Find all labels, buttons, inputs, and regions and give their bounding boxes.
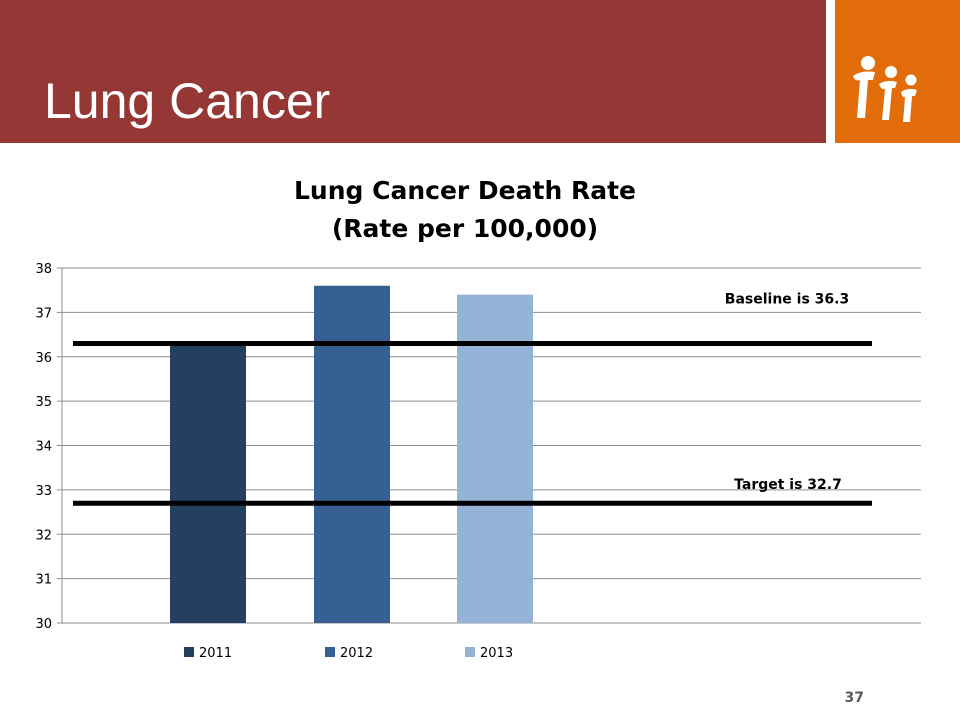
three-people-icon	[853, 56, 917, 122]
page-number: 37	[844, 690, 864, 706]
legend-label: 2012	[340, 646, 373, 661]
y-tick-label: 35	[35, 395, 52, 410]
chart-subtitle: (Rate per 100,000)	[331, 214, 599, 243]
y-tick-label: 34	[35, 440, 52, 455]
chart-title: Lung Cancer Death Rate	[293, 176, 636, 205]
legend-label: 2013	[480, 646, 513, 661]
y-tick-label: 31	[35, 573, 52, 588]
reference-line-label: Baseline is 36.3	[725, 291, 849, 307]
bar-2013	[457, 294, 533, 623]
header-band	[0, 0, 826, 143]
logo-box	[835, 0, 960, 143]
legend-label: 2011	[199, 646, 232, 661]
y-tick-label: 30	[35, 617, 52, 632]
y-tick-label: 36	[35, 351, 52, 366]
y-tick-label: 38	[35, 262, 52, 277]
bar-2011	[170, 343, 246, 623]
slide-title: Lung Cancer	[44, 73, 331, 129]
legend-swatch	[465, 647, 475, 657]
legend-swatch	[325, 647, 335, 657]
y-tick-label: 32	[35, 528, 52, 543]
legend-swatch	[184, 647, 194, 657]
y-tick-label: 33	[35, 484, 52, 499]
bar-2012	[314, 285, 390, 623]
y-tick-label: 37	[35, 306, 52, 321]
reference-line-label: Target is 32.7	[734, 477, 842, 493]
